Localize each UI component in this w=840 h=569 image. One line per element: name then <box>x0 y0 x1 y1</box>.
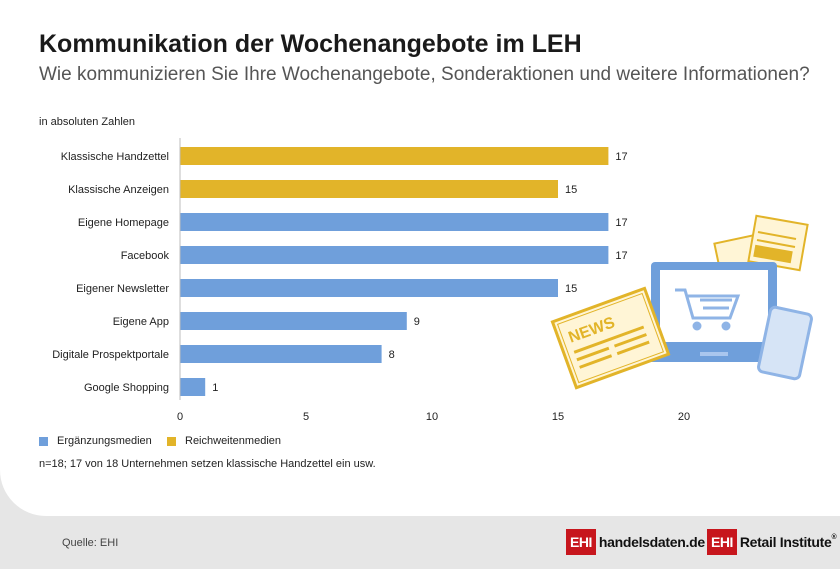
category-label: Google Shopping <box>84 382 169 394</box>
handelsdaten-logo[interactable]: EHI handelsdaten.de <box>566 529 705 555</box>
category-label: Klassische Handzettel <box>61 151 169 163</box>
x-tick-label: 20 <box>678 411 690 423</box>
legend-label: Reichweitenmedien <box>185 435 281 447</box>
category-label: Klassische Anzeigen <box>68 184 169 196</box>
value-label: 17 <box>615 151 627 163</box>
bar-chart: NEWS Klassische Handzettel Klassische Anz… <box>52 138 813 423</box>
newspaper-icon: NEWS <box>550 286 671 390</box>
x-tick-label: 15 <box>552 411 564 423</box>
source-label: Quelle: EHI <box>62 537 119 549</box>
shopping-cart-icon <box>675 288 741 331</box>
bar <box>180 312 407 330</box>
bar <box>180 180 558 198</box>
chart-subtitle: Wie kommunizieren Sie Ihre Wochenangebot… <box>39 64 810 85</box>
value-label: 1 <box>212 382 218 394</box>
x-tick-label: 5 <box>303 411 309 423</box>
logo-box: EHI <box>566 529 596 555</box>
category-label: Facebook <box>121 250 170 262</box>
value-label: 15 <box>565 184 577 196</box>
logo-box: EHI <box>707 529 737 555</box>
legend-swatch <box>39 436 48 446</box>
category-label: Eigene Homepage <box>78 217 169 229</box>
category-label: Eigener Newsletter <box>76 283 169 295</box>
sample-note: n=18; 17 von 18 Unternehmen setzen klass… <box>39 458 376 470</box>
logo-text: handelsdaten.de <box>598 534 705 550</box>
laptop-icon <box>632 262 796 362</box>
value-label: 8 <box>389 349 395 361</box>
legend-swatch <box>167 436 176 446</box>
bar <box>180 345 382 363</box>
legend-item-reichweitenmedien: Reichweitenmedien <box>167 435 281 447</box>
legend-item-ergaenzungsmedien: Ergänzungsmedien <box>39 435 152 447</box>
x-tick-label: 0 <box>177 411 183 423</box>
bar <box>180 279 558 297</box>
logo-text-main: Retail Institute <box>739 534 832 550</box>
category-label: Eigene App <box>113 316 169 328</box>
unit-label: in absoluten Zahlen <box>39 116 136 128</box>
value-label: 9 <box>414 316 420 328</box>
legend-label: Ergänzungsmedien <box>57 435 152 447</box>
logo-text: Retail Institute® <box>740 534 837 550</box>
bar <box>180 378 206 396</box>
value-label: 17 <box>615 217 627 229</box>
bar <box>180 147 609 165</box>
chart-title: Kommunikation der Wochenangebote im LEH <box>39 30 582 58</box>
value-label: 15 <box>565 283 577 295</box>
bar <box>180 246 609 264</box>
ehi-retail-institute-logo[interactable]: EHI Retail Institute® <box>707 529 837 555</box>
x-tick-label: 10 <box>426 411 438 423</box>
media-illustration: NEWS <box>550 214 813 390</box>
registered-mark: ® <box>831 534 837 541</box>
value-label: 17 <box>615 250 627 262</box>
bar <box>180 213 609 231</box>
category-label: Digitale Prospektportale <box>52 349 169 361</box>
smartphone-icon <box>757 305 813 381</box>
